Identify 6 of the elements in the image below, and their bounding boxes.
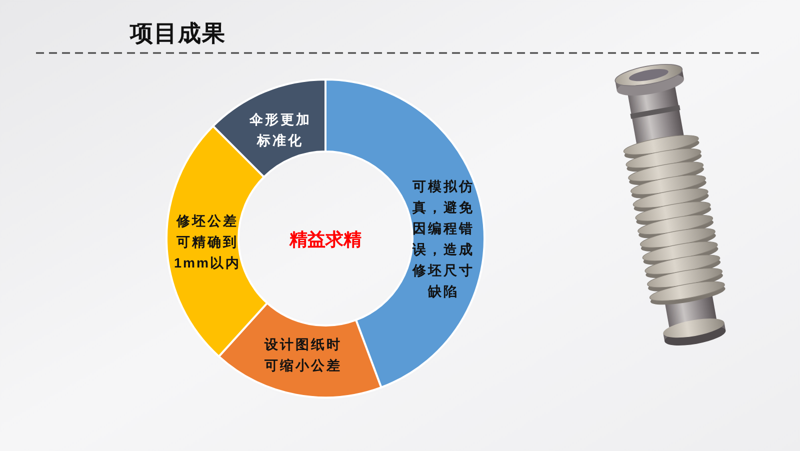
slice-label: 可模拟仿真，避免因编程错误，造成修坯尺寸缺陷: [412, 178, 474, 299]
chart-title: 项目成果: [129, 20, 226, 46]
text: 精益求精: [288, 230, 362, 250]
slice-label: 修坯公差可精确到1mm以内: [174, 213, 242, 270]
slice-label: 设计图纸时可缩小公差: [264, 336, 342, 373]
slice-label: 伞形更加标准化: [248, 112, 312, 148]
